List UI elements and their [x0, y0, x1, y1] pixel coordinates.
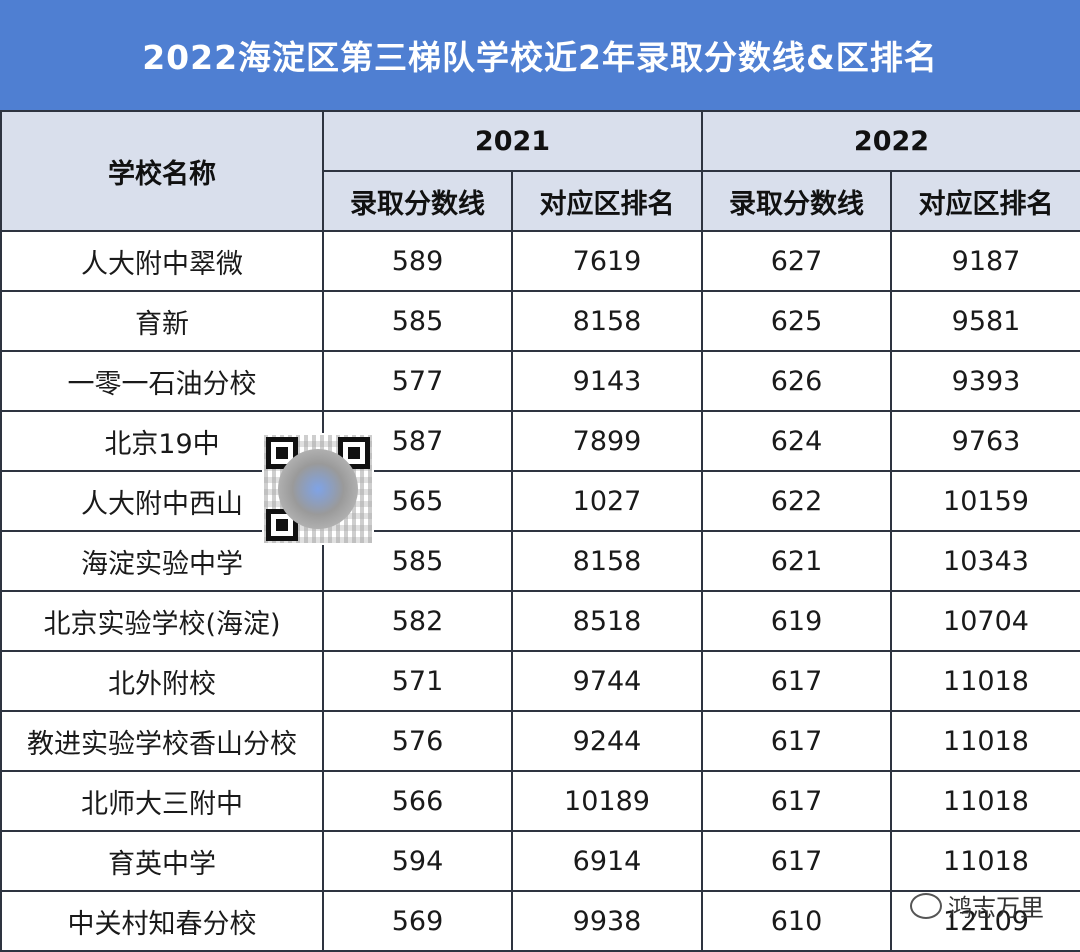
score-2021-cell: 585 [322, 290, 513, 352]
qr-center-blur [278, 449, 358, 529]
watermark: 鸿志万里 [910, 888, 1044, 923]
table-body: 人大附中翠微 589 7619 627 9187 育新 585 8158 625 9581 一零一石… [0, 230, 1080, 952]
rank-2021-cell: 9744 [511, 650, 703, 712]
table-row: 人大附中翠微 589 7619 627 9187 [0, 230, 1080, 292]
score-2021-cell: 582 [322, 590, 513, 652]
school-name-header: 学校名称 [0, 110, 324, 232]
table-row: 教进实验学校香山分校 576 9244 617 11018 [0, 710, 1080, 772]
score-2022-cell: 626 [701, 350, 892, 412]
rank-2021-cell: 10189 [511, 770, 703, 832]
rank-2022-cell: 11018 [890, 830, 1080, 892]
rank-2021-cell: 1027 [511, 470, 703, 532]
score-2021-cell: 594 [322, 830, 513, 892]
rank-2022-cell: 11018 [890, 710, 1080, 772]
sub-header-rank-2022: 对应区排名 [890, 170, 1080, 232]
score-2022-cell: 617 [701, 830, 892, 892]
rank-2021-cell: 8158 [511, 530, 703, 592]
table-row: 育英中学 594 6914 617 11018 [0, 830, 1080, 892]
table-row: 北师大三附中 566 10189 617 11018 [0, 770, 1080, 832]
score-2021-cell: 576 [322, 710, 513, 772]
score-2021-cell: 577 [322, 350, 513, 412]
score-2022-cell: 622 [701, 470, 892, 532]
score-2022-cell: 621 [701, 530, 892, 592]
score-table: 学校名称 2021 2022 录取分数线 对应区排名 录取分数线 对应区排名 人… [0, 110, 1080, 952]
score-2021-cell: 569 [322, 890, 513, 952]
table-row: 一零一石油分校 577 9143 626 9393 [0, 350, 1080, 412]
sub-header-score-2021: 录取分数线 [322, 170, 513, 232]
rank-2022-cell: 10343 [890, 530, 1080, 592]
score-2022-cell: 617 [701, 710, 892, 772]
rank-2021-cell: 9938 [511, 890, 703, 952]
score-2022-cell: 617 [701, 770, 892, 832]
rank-2021-cell: 6914 [511, 830, 703, 892]
rank-2022-cell: 10704 [890, 590, 1080, 652]
rank-2021-cell: 9143 [511, 350, 703, 412]
school-name-cell: 北京实验学校(海淀) [0, 590, 324, 652]
school-name-cell: 北师大三附中 [0, 770, 324, 832]
table-row: 北京19中 587 7899 624 9763 [0, 410, 1080, 472]
school-name-cell: 人大附中翠微 [0, 230, 324, 292]
school-name-cell: 一零一石油分校 [0, 350, 324, 412]
school-name-cell: 北外附校 [0, 650, 324, 712]
score-2022-cell: 624 [701, 410, 892, 472]
year-header-2022: 2022 [701, 110, 1080, 172]
score-2021-cell: 566 [322, 770, 513, 832]
rank-2022-cell: 11018 [890, 770, 1080, 832]
table-row: 人大附中西山 565 1027 622 10159 [0, 470, 1080, 532]
rank-2021-cell: 7899 [511, 410, 703, 472]
school-name-cell: 中关村知春分校 [0, 890, 324, 952]
rank-2022-cell: 9763 [890, 410, 1080, 472]
score-2022-cell: 625 [701, 290, 892, 352]
score-2022-cell: 627 [701, 230, 892, 292]
score-2021-cell: 589 [322, 230, 513, 292]
rank-2021-cell: 9244 [511, 710, 703, 772]
table-row: 海淀实验中学 585 8158 621 10343 [0, 530, 1080, 592]
watermark-text: 鸿志万里 [948, 894, 1044, 922]
rank-2021-cell: 7619 [511, 230, 703, 292]
table-row: 北京实验学校(海淀) 582 8518 619 10704 [0, 590, 1080, 652]
school-name-cell: 育英中学 [0, 830, 324, 892]
rank-2022-cell: 9187 [890, 230, 1080, 292]
wechat-icon [910, 892, 942, 919]
sub-header-score-2022: 录取分数线 [701, 170, 892, 232]
score-2021-cell: 571 [322, 650, 513, 712]
rank-2021-cell: 8158 [511, 290, 703, 352]
qr-code-image [262, 433, 374, 545]
sub-header-rank-2021: 对应区排名 [511, 170, 703, 232]
score-2022-cell: 617 [701, 650, 892, 712]
rank-2022-cell: 9393 [890, 350, 1080, 412]
score-2022-cell: 610 [701, 890, 892, 952]
school-name-cell: 教进实验学校香山分校 [0, 710, 324, 772]
rank-2022-cell: 10159 [890, 470, 1080, 532]
year-header-2021: 2021 [322, 110, 703, 172]
school-name-cell: 育新 [0, 290, 324, 352]
rank-2021-cell: 8518 [511, 590, 703, 652]
rank-2022-cell: 9581 [890, 290, 1080, 352]
table-row: 北外附校 571 9744 617 11018 [0, 650, 1080, 712]
rank-2022-cell: 11018 [890, 650, 1080, 712]
table-row: 育新 585 8158 625 9581 [0, 290, 1080, 352]
score-2022-cell: 619 [701, 590, 892, 652]
table-title: 2022海淀区第三梯队学校近2年录取分数线&区排名 [0, 0, 1080, 110]
